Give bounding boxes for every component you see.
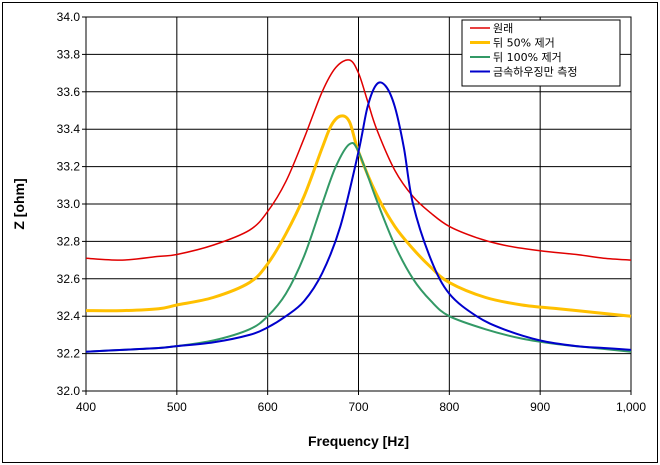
series-line-1: [85, 59, 632, 261]
y-tick-label: 32.4: [57, 309, 81, 323]
y-tick-label: 32.0: [57, 384, 81, 398]
series-line-3: [85, 141, 632, 353]
series-layer: [85, 59, 632, 353]
y-axis-ticks: 32.0 32.2 32.4 32.6 32.8 33.0 33.2 33.4 33.6 33.8…: [57, 10, 86, 398]
y-tick-label: 33.2: [57, 160, 81, 174]
y-tick-label: 32.8: [57, 234, 81, 248]
x-tick-label: 400: [76, 400, 96, 414]
y-tick-label: 33.6: [57, 85, 81, 99]
y-tick-label: 34.0: [57, 10, 81, 24]
legend-box: [461, 19, 621, 87]
x-tick-label: 600: [258, 400, 278, 414]
y-tick-label: 32.2: [57, 347, 81, 361]
y-tick-label: 32.6: [57, 272, 81, 286]
y-axis-title: Z [ohm]: [11, 178, 27, 229]
legend-label-2: 뒤 50% 제거: [493, 37, 555, 50]
y-tick-label: 33.8: [57, 47, 81, 61]
legend-label-3: 뒤 100% 제거: [493, 51, 562, 64]
x-tick-label: 800: [439, 400, 459, 414]
x-tick-label: 1,000: [616, 400, 646, 414]
x-tick-label: 500: [167, 400, 187, 414]
x-axis-title: Frequency [Hz]: [308, 433, 409, 449]
series-line-2: [85, 114, 632, 318]
x-tick-label: 700: [348, 400, 368, 414]
legend-label-4: 금속하우징만 측정: [493, 65, 577, 79]
x-axis-ticks: 400 500 600 700 800 900 1,000: [76, 391, 646, 414]
legend-label-1: 원래: [493, 22, 513, 35]
y-tick-label: 33.0: [57, 197, 81, 211]
series-line-4: [85, 81, 632, 353]
y-tick-label: 33.4: [57, 122, 81, 136]
x-tick-label: 900: [530, 400, 550, 414]
